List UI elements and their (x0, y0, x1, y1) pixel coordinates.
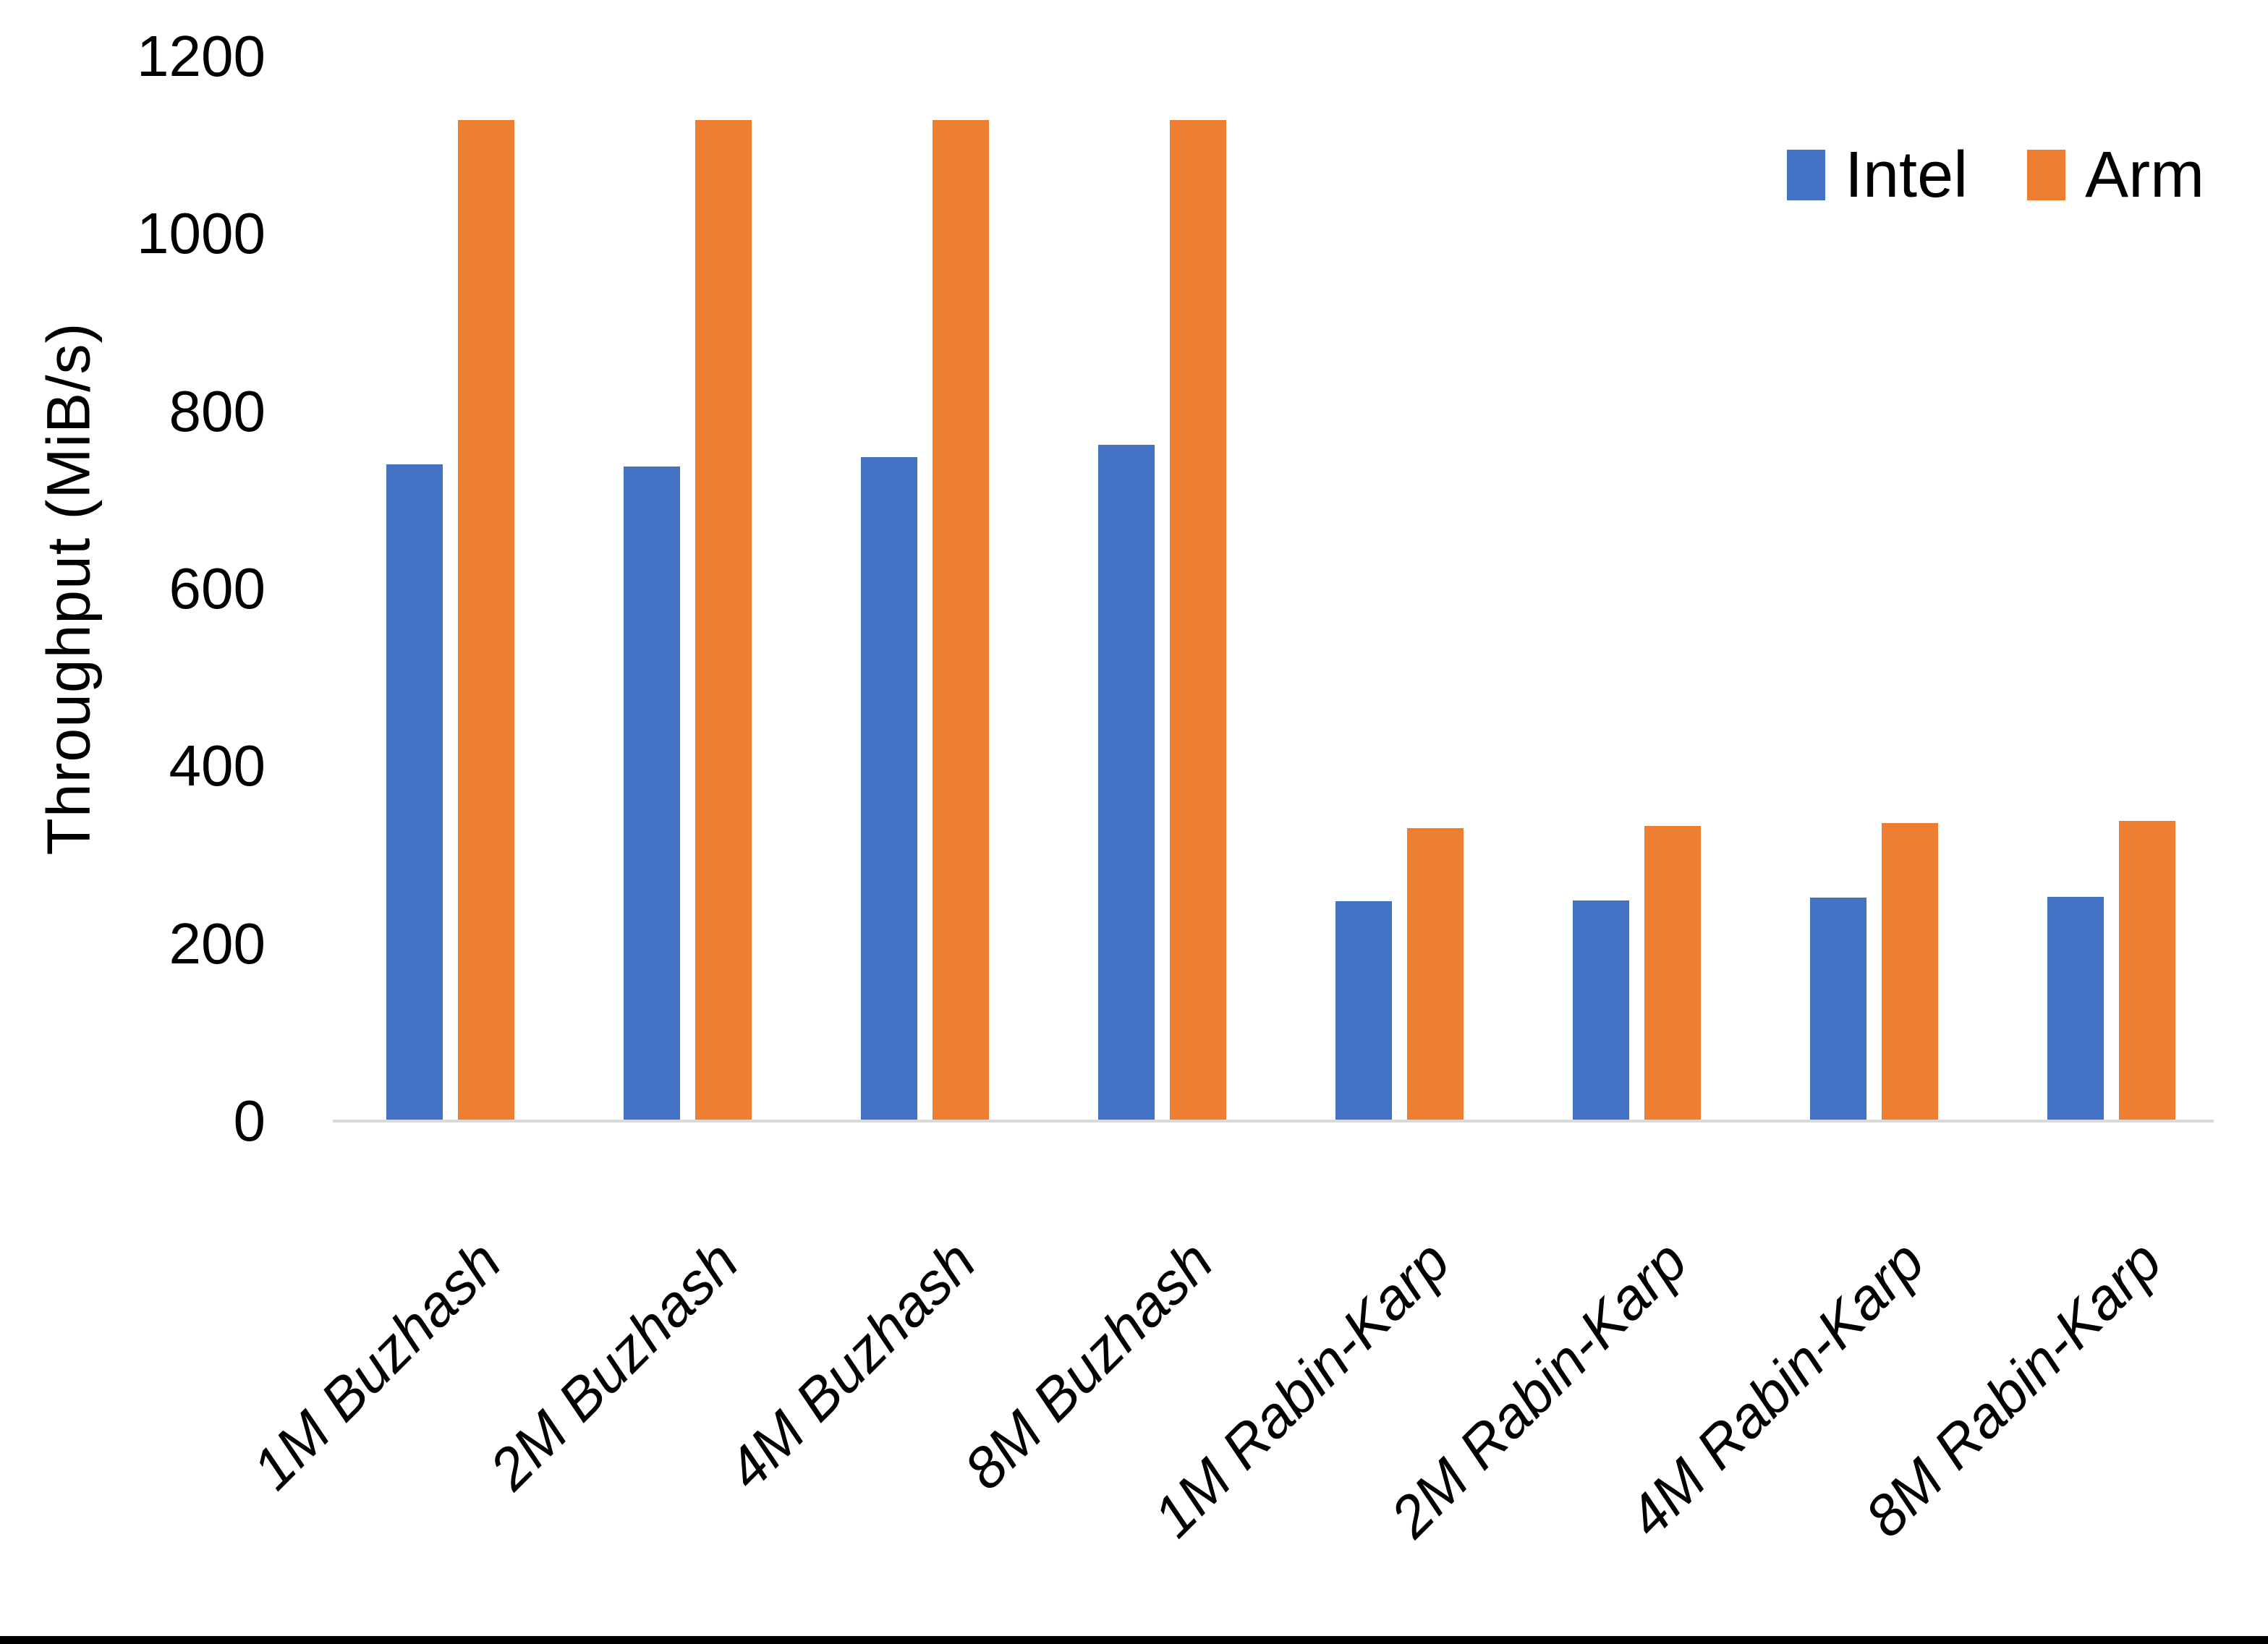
bar-arm-1m-rabin-karp (1407, 828, 1464, 1121)
bar-group-4m-rabin-karp (1810, 56, 1939, 1121)
legend-label-intel: Intel (1845, 139, 1968, 211)
y-tick-label-400: 400 (169, 733, 266, 798)
bar-intel-4m-rabin-karp (1810, 898, 1866, 1121)
y-tick-label-0: 0 (233, 1089, 266, 1153)
y-tick-label-800: 800 (169, 378, 266, 443)
bar-intel-8m-rabin-karp (2047, 897, 2104, 1121)
bar-arm-8m-rabin-karp (2119, 821, 2175, 1121)
bar-arm-8m-buzhash (1170, 120, 1226, 1121)
bar-intel-2m-rabin-karp (1573, 900, 1629, 1121)
bar-arm-4m-buzhash (933, 120, 989, 1121)
legend-swatch-arm (2027, 150, 2066, 200)
bar-group-4m-buzhash (861, 56, 990, 1121)
bar-group-8m-rabin-karp (2047, 56, 2176, 1121)
x-category-label-4m-buzhash: 4M Buzhash (714, 1228, 988, 1502)
screenshot-bottom-border (0, 1636, 2268, 1644)
legend-item-arm: Arm (2027, 142, 2204, 208)
y-tick-label-1000: 1000 (137, 201, 266, 266)
x-category-label-1m-buzhash: 1M Buzhash (239, 1228, 514, 1502)
legend-label-arm: Arm (2085, 139, 2205, 211)
x-category-label-2m-buzhash: 2M Buzhash (477, 1228, 751, 1502)
bar-arm-4m-rabin-karp (1882, 823, 1938, 1121)
bar-intel-1m-rabin-karp (1335, 901, 1392, 1121)
bar-intel-4m-buzhash (861, 457, 917, 1121)
bar-arm-2m-rabin-karp (1644, 826, 1701, 1121)
bar-arm-2m-buzhash (695, 120, 752, 1121)
x-axis-line (333, 1120, 2214, 1123)
bar-group-1m-buzhash (386, 56, 515, 1121)
bar-group-1m-rabin-karp (1335, 56, 1464, 1121)
bar-group-2m-rabin-karp (1573, 56, 1702, 1121)
bar-arm-1m-buzhash (458, 120, 514, 1121)
y-tick-label-600: 600 (169, 556, 266, 621)
bar-group-8m-buzhash (1098, 56, 1227, 1121)
bar-intel-2m-buzhash (624, 467, 680, 1121)
legend: Intel Arm (1787, 142, 2204, 208)
bar-intel-8m-buzhash (1098, 445, 1155, 1121)
y-tick-label-1200: 1200 (137, 24, 266, 88)
y-tick-label-200: 200 (169, 911, 266, 976)
legend-swatch-intel (1787, 150, 1825, 200)
bar-group-2m-buzhash (624, 56, 752, 1121)
bar-intel-1m-buzhash (386, 464, 443, 1121)
plot-area (333, 56, 2214, 1123)
legend-item-intel: Intel (1787, 142, 1968, 208)
